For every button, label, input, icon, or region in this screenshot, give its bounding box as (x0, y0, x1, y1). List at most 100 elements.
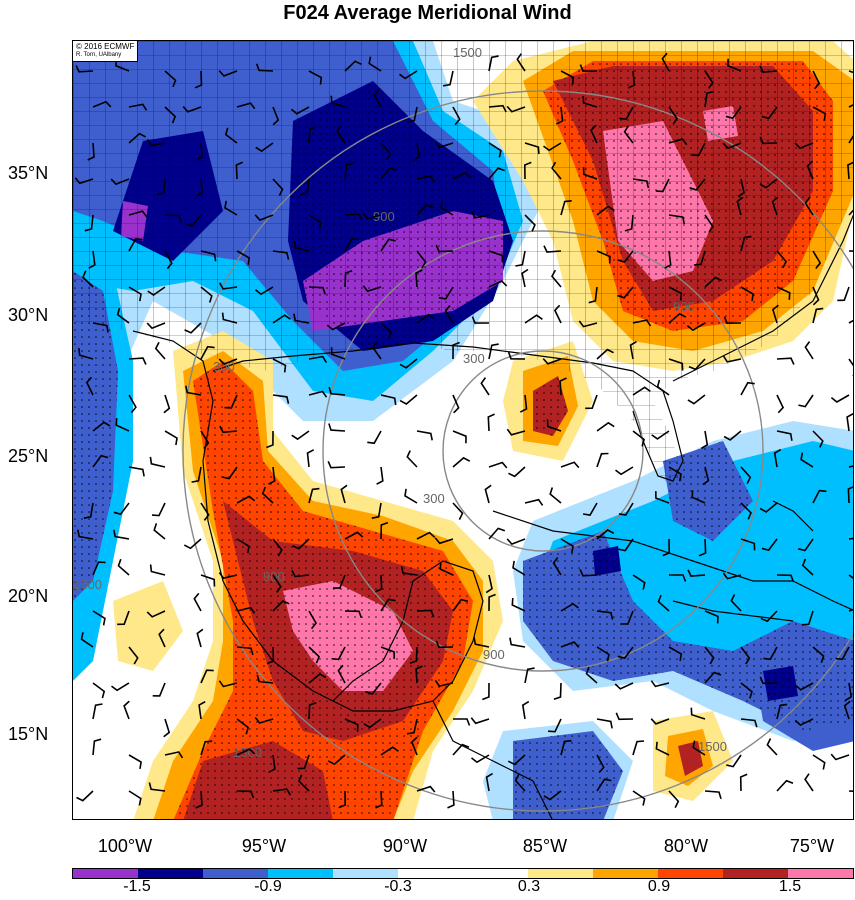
wind-barb (374, 574, 383, 593)
wind-barb (328, 423, 346, 432)
wind-barb (308, 610, 317, 630)
map-svg: 1500 900 300 300 900 1500 900 1500 900 3… (73, 41, 853, 819)
wind-barb (163, 718, 171, 738)
wind-barb (776, 574, 795, 583)
wind-barb (200, 574, 216, 587)
wind-barb (149, 456, 166, 468)
wind-barb (632, 386, 651, 396)
wind-barb (740, 718, 758, 728)
colorbar-segment (73, 869, 138, 878)
wind-barb (560, 739, 572, 756)
wind-barb (812, 307, 824, 324)
wind-barb (452, 430, 467, 444)
wind-barb (330, 347, 346, 360)
wind-barb (848, 135, 853, 144)
wind-barb (519, 394, 528, 413)
wind-barb (236, 538, 250, 554)
colorbar-tick: 0.9 (647, 878, 671, 895)
wind-barb (655, 178, 670, 193)
wind-barb (254, 214, 274, 222)
wind-barb (183, 538, 202, 550)
wind-barb (153, 523, 166, 540)
wind-barb (551, 161, 562, 180)
wind-barb (128, 103, 148, 111)
wind-barb (560, 538, 574, 554)
wind-barb (804, 773, 814, 792)
wind-barb (560, 602, 579, 612)
colorbar-tick: -0.9 (254, 878, 282, 895)
colorbar-segment (528, 869, 593, 878)
wind-barb (128, 237, 143, 252)
wind-barb (488, 461, 508, 469)
wind-barb (691, 490, 706, 504)
wind-barb (291, 430, 310, 441)
wind-barb (812, 106, 827, 121)
wind-barb (128, 132, 147, 144)
wind-barb (512, 560, 526, 576)
wind-barb (452, 456, 471, 468)
wind-barb (629, 340, 637, 360)
wind-barb (344, 718, 359, 732)
wind-barb (582, 95, 598, 108)
wind-barb (488, 250, 504, 263)
wind-barb (740, 466, 752, 485)
wind-barb (596, 205, 615, 216)
wind-barb (691, 142, 706, 157)
contour-label: 1500 (73, 577, 102, 592)
wind-barb (338, 790, 347, 809)
wind-barb (344, 610, 363, 619)
wind-barb (794, 142, 814, 150)
wind-barb (704, 790, 722, 800)
wind-barb (470, 211, 490, 219)
wind-barb (763, 646, 778, 661)
wind-barb (543, 142, 562, 152)
wind-barb (687, 394, 706, 405)
wind-barb (146, 139, 166, 147)
wind-barb (87, 142, 95, 161)
wind-barb (76, 790, 94, 802)
wind-barb (416, 609, 435, 618)
wind-barb (128, 646, 139, 665)
colorbar-segment (788, 869, 853, 878)
wind-barb (222, 466, 238, 480)
wind-barb (655, 741, 670, 756)
wind-barb (704, 646, 715, 665)
wind-barb (847, 486, 853, 504)
wind-barb (416, 250, 427, 269)
wind-barb (585, 394, 598, 410)
lon-label-80w: 80°W (663, 836, 709, 856)
wind-barb (148, 782, 166, 792)
wind-barb (415, 269, 423, 288)
contour-label: 1500 (698, 739, 727, 754)
wind-barb (776, 703, 788, 720)
wind-barb (515, 250, 526, 267)
wind-barb (488, 527, 506, 540)
wind-barb (511, 597, 526, 612)
wind-barb (380, 394, 397, 406)
us-county-boundaries (73, 41, 853, 481)
lon-label-90w: 90°W (382, 836, 428, 856)
contour-label: 900 (373, 209, 395, 224)
wind-barb (844, 682, 853, 702)
wind-barb (837, 286, 850, 302)
wind-barb (473, 637, 490, 648)
wind-barb (771, 304, 779, 324)
colorbar-segment (658, 869, 723, 878)
wind-barb (80, 632, 94, 648)
wind-barb (759, 502, 778, 513)
wind-barb (266, 430, 274, 449)
wind-barb (293, 313, 310, 324)
wind-barb (812, 430, 824, 448)
wind-barb (92, 100, 112, 108)
wind-barb (559, 377, 567, 396)
wind-barb (553, 682, 562, 701)
wind-barb (235, 161, 244, 180)
wind-barb (702, 466, 710, 486)
wind-barb (308, 355, 328, 364)
wind-barb (632, 790, 646, 806)
wind-barb (623, 125, 634, 144)
wind-barb (308, 702, 317, 720)
wind-barb (434, 679, 454, 688)
wind-barb (452, 171, 472, 180)
wind-barb (614, 682, 634, 690)
